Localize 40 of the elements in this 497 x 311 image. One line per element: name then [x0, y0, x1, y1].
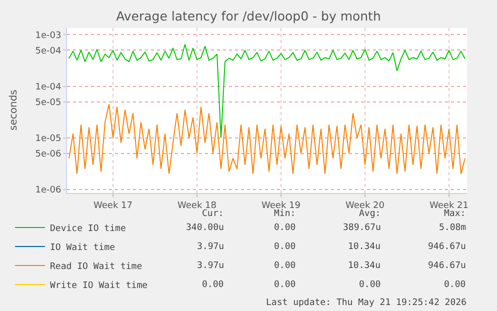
text: Max: — [444, 209, 466, 219]
text: Last update: Thu May 21 19:25:42 2026 — [266, 298, 466, 308]
x-tick-label: Week 20 — [346, 200, 385, 211]
y-axis-title: seconds — [8, 90, 20, 130]
x-tick-label: Week 18 — [178, 200, 217, 211]
text: 946.67u — [428, 242, 466, 252]
text: 0.00 — [359, 280, 381, 290]
x-tick-label: Week 17 — [94, 200, 132, 211]
text: 389.67u — [343, 223, 381, 233]
text: 340.00u — [186, 223, 224, 233]
text: 5.08m — [439, 223, 466, 233]
y-tick-label: 5e-04 — [35, 46, 62, 56]
text: Min: — [274, 209, 296, 219]
legend-label: Write IO Wait time — [50, 281, 148, 292]
text: 0.00 — [274, 242, 296, 252]
y-tick-label: 5e-05 — [35, 98, 62, 108]
text: Cur: — [202, 209, 224, 219]
text: 946.67u — [428, 261, 466, 271]
y-tick-label: 1e-04 — [35, 82, 62, 92]
legend-label: Device IO time — [50, 224, 126, 234]
text: 0.00 — [202, 280, 224, 290]
chart-title: Average latency for /dev/loop0 - by month — [116, 8, 381, 24]
text: 0.00 — [444, 280, 466, 290]
text: 3.97u — [197, 261, 224, 271]
text: Avg: — [359, 209, 381, 219]
y-tick-label: 1e-03 — [35, 30, 62, 41]
line-series — [68, 104, 466, 174]
x-tick-label: Week 21 — [430, 200, 468, 211]
y-tick-label: 1e-05 — [35, 134, 62, 144]
text: 0.00 — [274, 261, 296, 271]
text: 0.00 — [274, 280, 296, 290]
y-tick-label: 1e-06 — [35, 186, 62, 196]
text: 10.34u — [348, 242, 381, 252]
text: 10.34u — [348, 261, 381, 271]
y-tick-label: 5e-06 — [35, 149, 62, 160]
legend-label: Read IO Wait time — [50, 262, 142, 272]
legend-label: IO Wait time — [50, 243, 116, 254]
text: 0.00 — [274, 223, 296, 233]
text: 3.97u — [197, 242, 224, 252]
line-series — [68, 44, 466, 138]
